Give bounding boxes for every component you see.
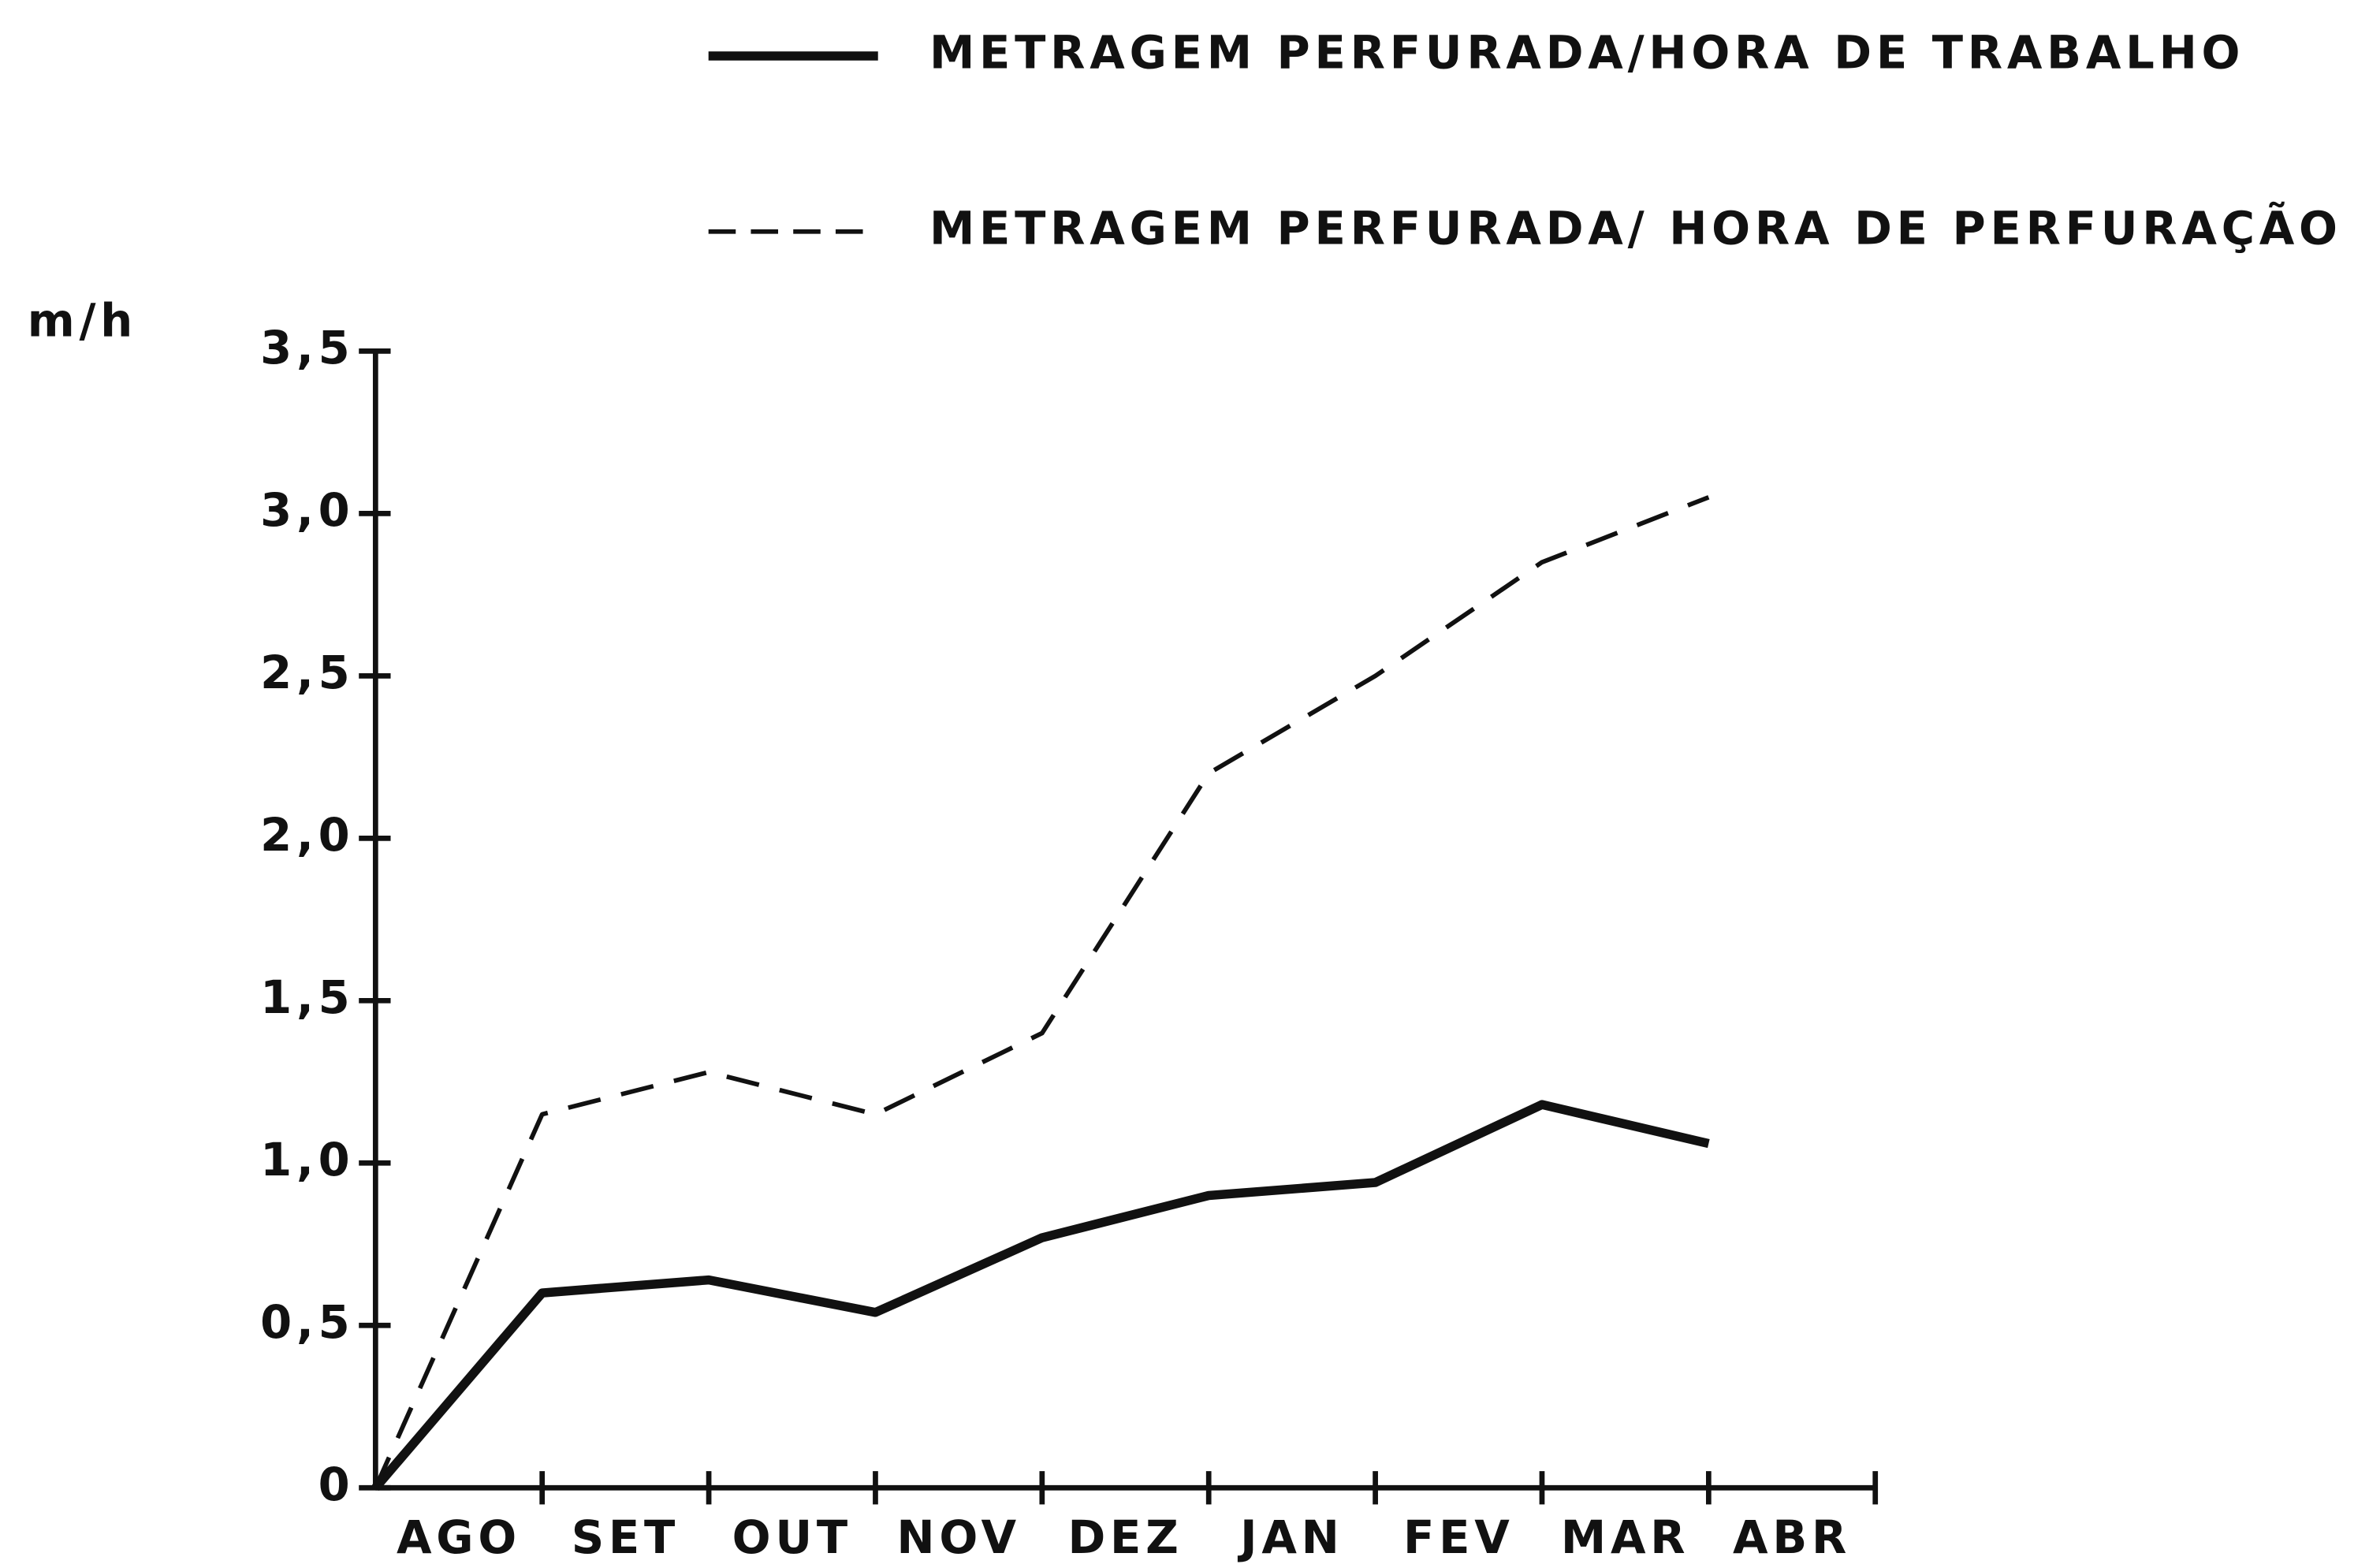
y-tick-label: 1,0 xyxy=(260,1134,354,1186)
y-tick-label: 0 xyxy=(318,1458,355,1511)
x-tick-label: DEZ xyxy=(1067,1511,1183,1564)
x-tick-label: JAN xyxy=(1237,1511,1343,1564)
line-series xyxy=(371,1100,1710,1491)
y-axis-label: m/h xyxy=(28,294,137,347)
y-tick-label: 3,0 xyxy=(260,484,354,537)
y-tick-label: 3,5 xyxy=(260,322,354,374)
x-tick-label: OUT xyxy=(732,1511,852,1564)
x-tick-label: AGO xyxy=(397,1511,521,1564)
y-tick-label: 2,5 xyxy=(260,646,354,699)
legend-label: METRAGEM PERFURADA/ HORA DE PERFURAÇÃO xyxy=(929,201,2342,255)
y-tick-label: 0,5 xyxy=(260,1296,354,1349)
x-tick-label: SET xyxy=(572,1511,680,1564)
y-tick-label: 2,0 xyxy=(260,809,354,862)
y-tick-label: 1,5 xyxy=(260,971,354,1024)
x-tick-label: NOV xyxy=(896,1511,1020,1564)
legend-label: METRAGEM PERFURADA/HORA DE TRABALHO xyxy=(929,27,2244,80)
x-tick-label: ABR xyxy=(1733,1511,1851,1564)
x-tick-label: FEV xyxy=(1403,1511,1514,1564)
line-series xyxy=(373,495,1710,1489)
x-tick-label: MAR xyxy=(1561,1511,1689,1564)
